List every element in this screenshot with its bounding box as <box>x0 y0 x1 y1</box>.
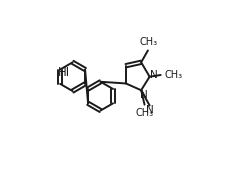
Text: CH₃: CH₃ <box>135 108 154 118</box>
Text: N: N <box>146 105 154 115</box>
Text: HI: HI <box>58 66 70 79</box>
Text: N: N <box>150 70 158 80</box>
Text: N: N <box>140 90 148 100</box>
Text: CH₃: CH₃ <box>140 37 158 47</box>
Text: CH₃: CH₃ <box>164 70 182 80</box>
